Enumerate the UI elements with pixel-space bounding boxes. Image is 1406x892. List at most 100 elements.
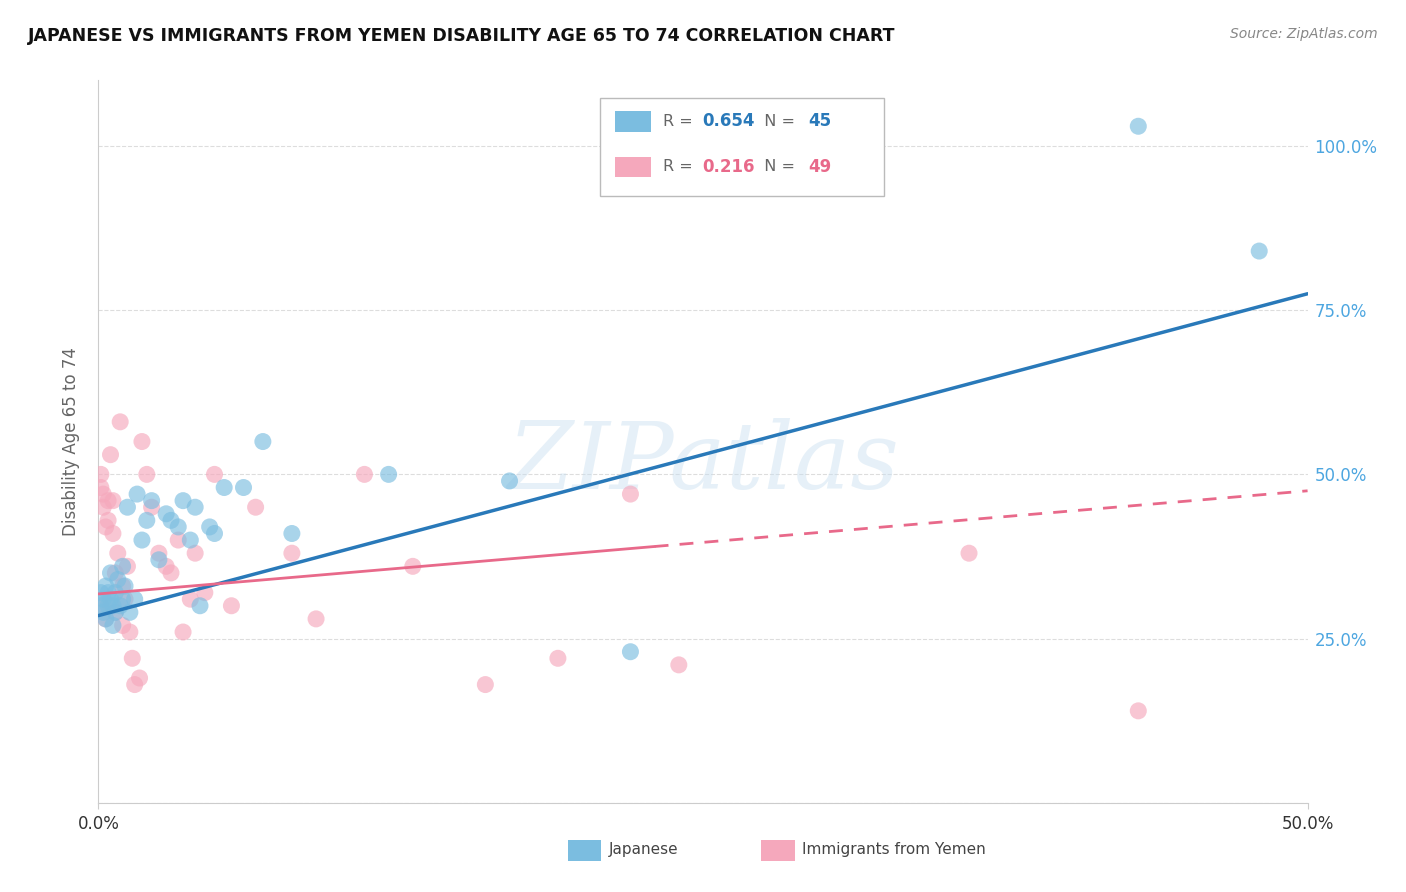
Bar [614,112,651,132]
Point [121,651,143,665]
Point [252,434,274,449]
Point [90,467,112,482]
Point [155,507,177,521]
Bar [761,839,794,862]
Point [101,599,124,613]
Point [124,592,146,607]
Text: N =: N = [754,160,800,175]
Text: 45: 45 [808,112,831,130]
Point [91,487,114,501]
Point [128,671,150,685]
Point [104,605,127,619]
Point [232,481,254,495]
Point [1249,244,1271,258]
Point [353,467,375,482]
Point [100,566,122,580]
Point [179,533,201,547]
Point [117,500,139,515]
Text: 0.654: 0.654 [702,112,754,130]
Point [90,599,112,613]
Point [474,677,496,691]
Point [957,546,980,560]
Point [90,599,112,613]
Point [94,579,117,593]
Point [91,500,114,515]
Point [101,618,124,632]
Bar [568,839,602,862]
Point [167,520,190,534]
Point [108,415,131,429]
Point [118,625,141,640]
Point [131,533,153,547]
Point [100,448,122,462]
Text: R =: R = [664,160,697,175]
Point [101,493,124,508]
Point [184,500,207,515]
Point [104,605,127,619]
Point [305,612,328,626]
Point [148,553,170,567]
Point [498,474,520,488]
Point [377,467,399,482]
Point [198,520,221,534]
Point [124,677,146,691]
Point [160,513,183,527]
Point [107,573,129,587]
Point [204,467,226,482]
Y-axis label: Disability Age 65 to 74: Disability Age 65 to 74 [62,347,80,536]
Point [94,612,117,626]
Point [547,651,569,665]
Text: N =: N = [754,114,800,129]
Point [131,434,153,449]
Point [90,481,112,495]
Point [114,579,136,593]
Point [619,487,641,501]
Text: Immigrants from Yemen: Immigrants from Yemen [803,842,986,857]
Point [118,605,141,619]
Point [117,559,139,574]
Point [135,513,157,527]
Point [104,566,127,580]
Point [91,592,114,607]
Text: 0.216: 0.216 [702,158,754,176]
Point [94,612,117,626]
Point [155,559,177,574]
Point [160,566,183,580]
Point [104,585,127,599]
Point [281,526,304,541]
Point [127,487,149,501]
Text: JAPANESE VS IMMIGRANTS FROM YEMEN DISABILITY AGE 65 TO 74 CORRELATION CHART: JAPANESE VS IMMIGRANTS FROM YEMEN DISABI… [28,27,896,45]
Text: R =: R = [664,114,697,129]
Point [1128,120,1150,134]
Point [194,585,217,599]
Point [135,467,157,482]
Point [108,599,131,613]
Point [111,592,134,607]
Text: Japanese: Japanese [609,842,678,857]
Point [172,493,194,508]
Point [97,585,120,599]
Point [212,481,235,495]
Point [97,599,120,613]
FancyBboxPatch shape [600,98,884,196]
Point [114,592,136,607]
Point [221,599,243,613]
Point [141,500,163,515]
Point [111,579,134,593]
Point [148,546,170,560]
Point [619,645,641,659]
Point [101,526,124,541]
Point [94,520,117,534]
Point [184,546,207,560]
Point [281,546,304,560]
Point [668,657,690,672]
Point [245,500,267,515]
Point [97,513,120,527]
Point [204,526,226,541]
Point [179,592,201,607]
Point [111,559,134,574]
Point [91,605,114,619]
Point [111,618,134,632]
Point [97,493,120,508]
Point [100,592,122,607]
